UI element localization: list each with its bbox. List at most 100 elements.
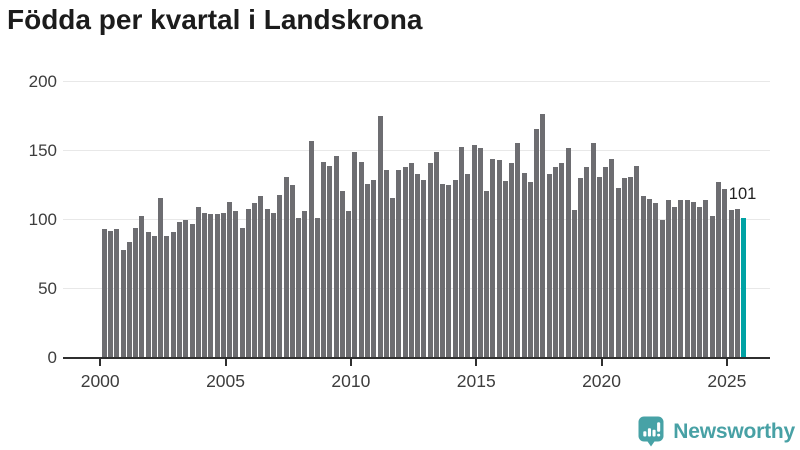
bar [496,160,502,358]
bar [151,236,157,358]
bar [728,210,734,358]
newsworthy-logo[interactable]: Newsworthy [637,416,795,447]
bar [346,211,352,358]
bar [371,179,377,358]
x-axis-tick [475,358,478,366]
highlighted-bar [741,218,747,358]
bar [289,185,295,358]
chart-title: Födda per kvartal i Landskrona [7,4,423,35]
bar [672,207,678,358]
bar [126,241,132,358]
newsworthy-wordmark: Newsworthy [673,419,795,443]
bar [509,163,515,358]
bar [377,116,383,358]
bar [421,179,427,358]
bar [252,203,258,358]
bar [183,219,189,358]
bar [220,212,226,358]
x-axis-tick-label: 2000 [80,371,120,391]
bar [709,215,715,358]
bar [208,214,214,358]
bar [527,182,533,358]
bar [515,142,521,358]
bar [484,190,490,358]
y-axis-tick-label: 0 [47,348,57,367]
bar [427,163,433,358]
bar [277,194,283,358]
bar [571,210,577,358]
bar [352,152,358,358]
bar [120,250,126,358]
newsworthy-icon [638,416,664,447]
bar [596,176,602,358]
bar [202,212,208,358]
bar [383,170,389,358]
bar [390,197,396,358]
bar [446,185,452,358]
bar [559,163,565,358]
bar [214,214,220,358]
bar [139,215,145,358]
bar [302,211,308,358]
bar [402,167,408,358]
bar [715,182,721,358]
bar [553,167,559,358]
y-axis-tick-label: 200 [28,72,57,92]
x-axis-tick [349,358,352,366]
bar [108,230,114,358]
bar [333,156,339,358]
x-axis-tick [600,358,603,366]
bar [502,181,508,358]
x-axis-tick [725,358,728,366]
bar [521,172,527,358]
x-axis-tick-label: 2010 [331,371,371,391]
bar [584,167,590,358]
bar [271,212,276,358]
bar [603,167,609,358]
bar [540,113,546,358]
bar [665,200,671,358]
bar [227,201,233,358]
last-value-label: 101 [728,185,757,204]
bar [490,159,496,358]
x-axis-tick-label: 2015 [456,371,496,391]
bar [703,200,709,358]
x-axis-tick [99,358,102,366]
x-axis-tick [224,358,227,366]
bar [697,207,703,358]
bar [565,148,571,358]
bar [477,148,483,358]
bar [365,183,370,358]
bar [634,165,640,358]
bar [459,146,465,358]
bar [678,200,684,358]
bar [308,141,314,358]
gridline [63,150,770,152]
bar [101,229,107,358]
bar [471,145,477,358]
x-axis-tick-label: 2005 [206,371,245,391]
bar [408,163,414,358]
bar [189,223,195,358]
bar [415,174,421,358]
bar [258,196,264,358]
bar [314,218,320,358]
bar [609,159,615,358]
bar [615,188,621,358]
bar [690,201,696,358]
bar [239,227,245,358]
bar [283,176,289,358]
bar [339,190,345,358]
y-axis-tick-label: 100 [28,210,57,230]
bar [145,232,151,358]
bar [164,236,170,358]
y-axis-tick-label: 50 [38,279,57,299]
x-axis-tick-label: 2025 [707,371,747,391]
bar [590,142,596,358]
bar [734,208,740,358]
y-axis-tick-label: 150 [28,141,57,161]
bar [684,200,690,358]
bar [114,229,120,358]
bar [264,208,270,358]
